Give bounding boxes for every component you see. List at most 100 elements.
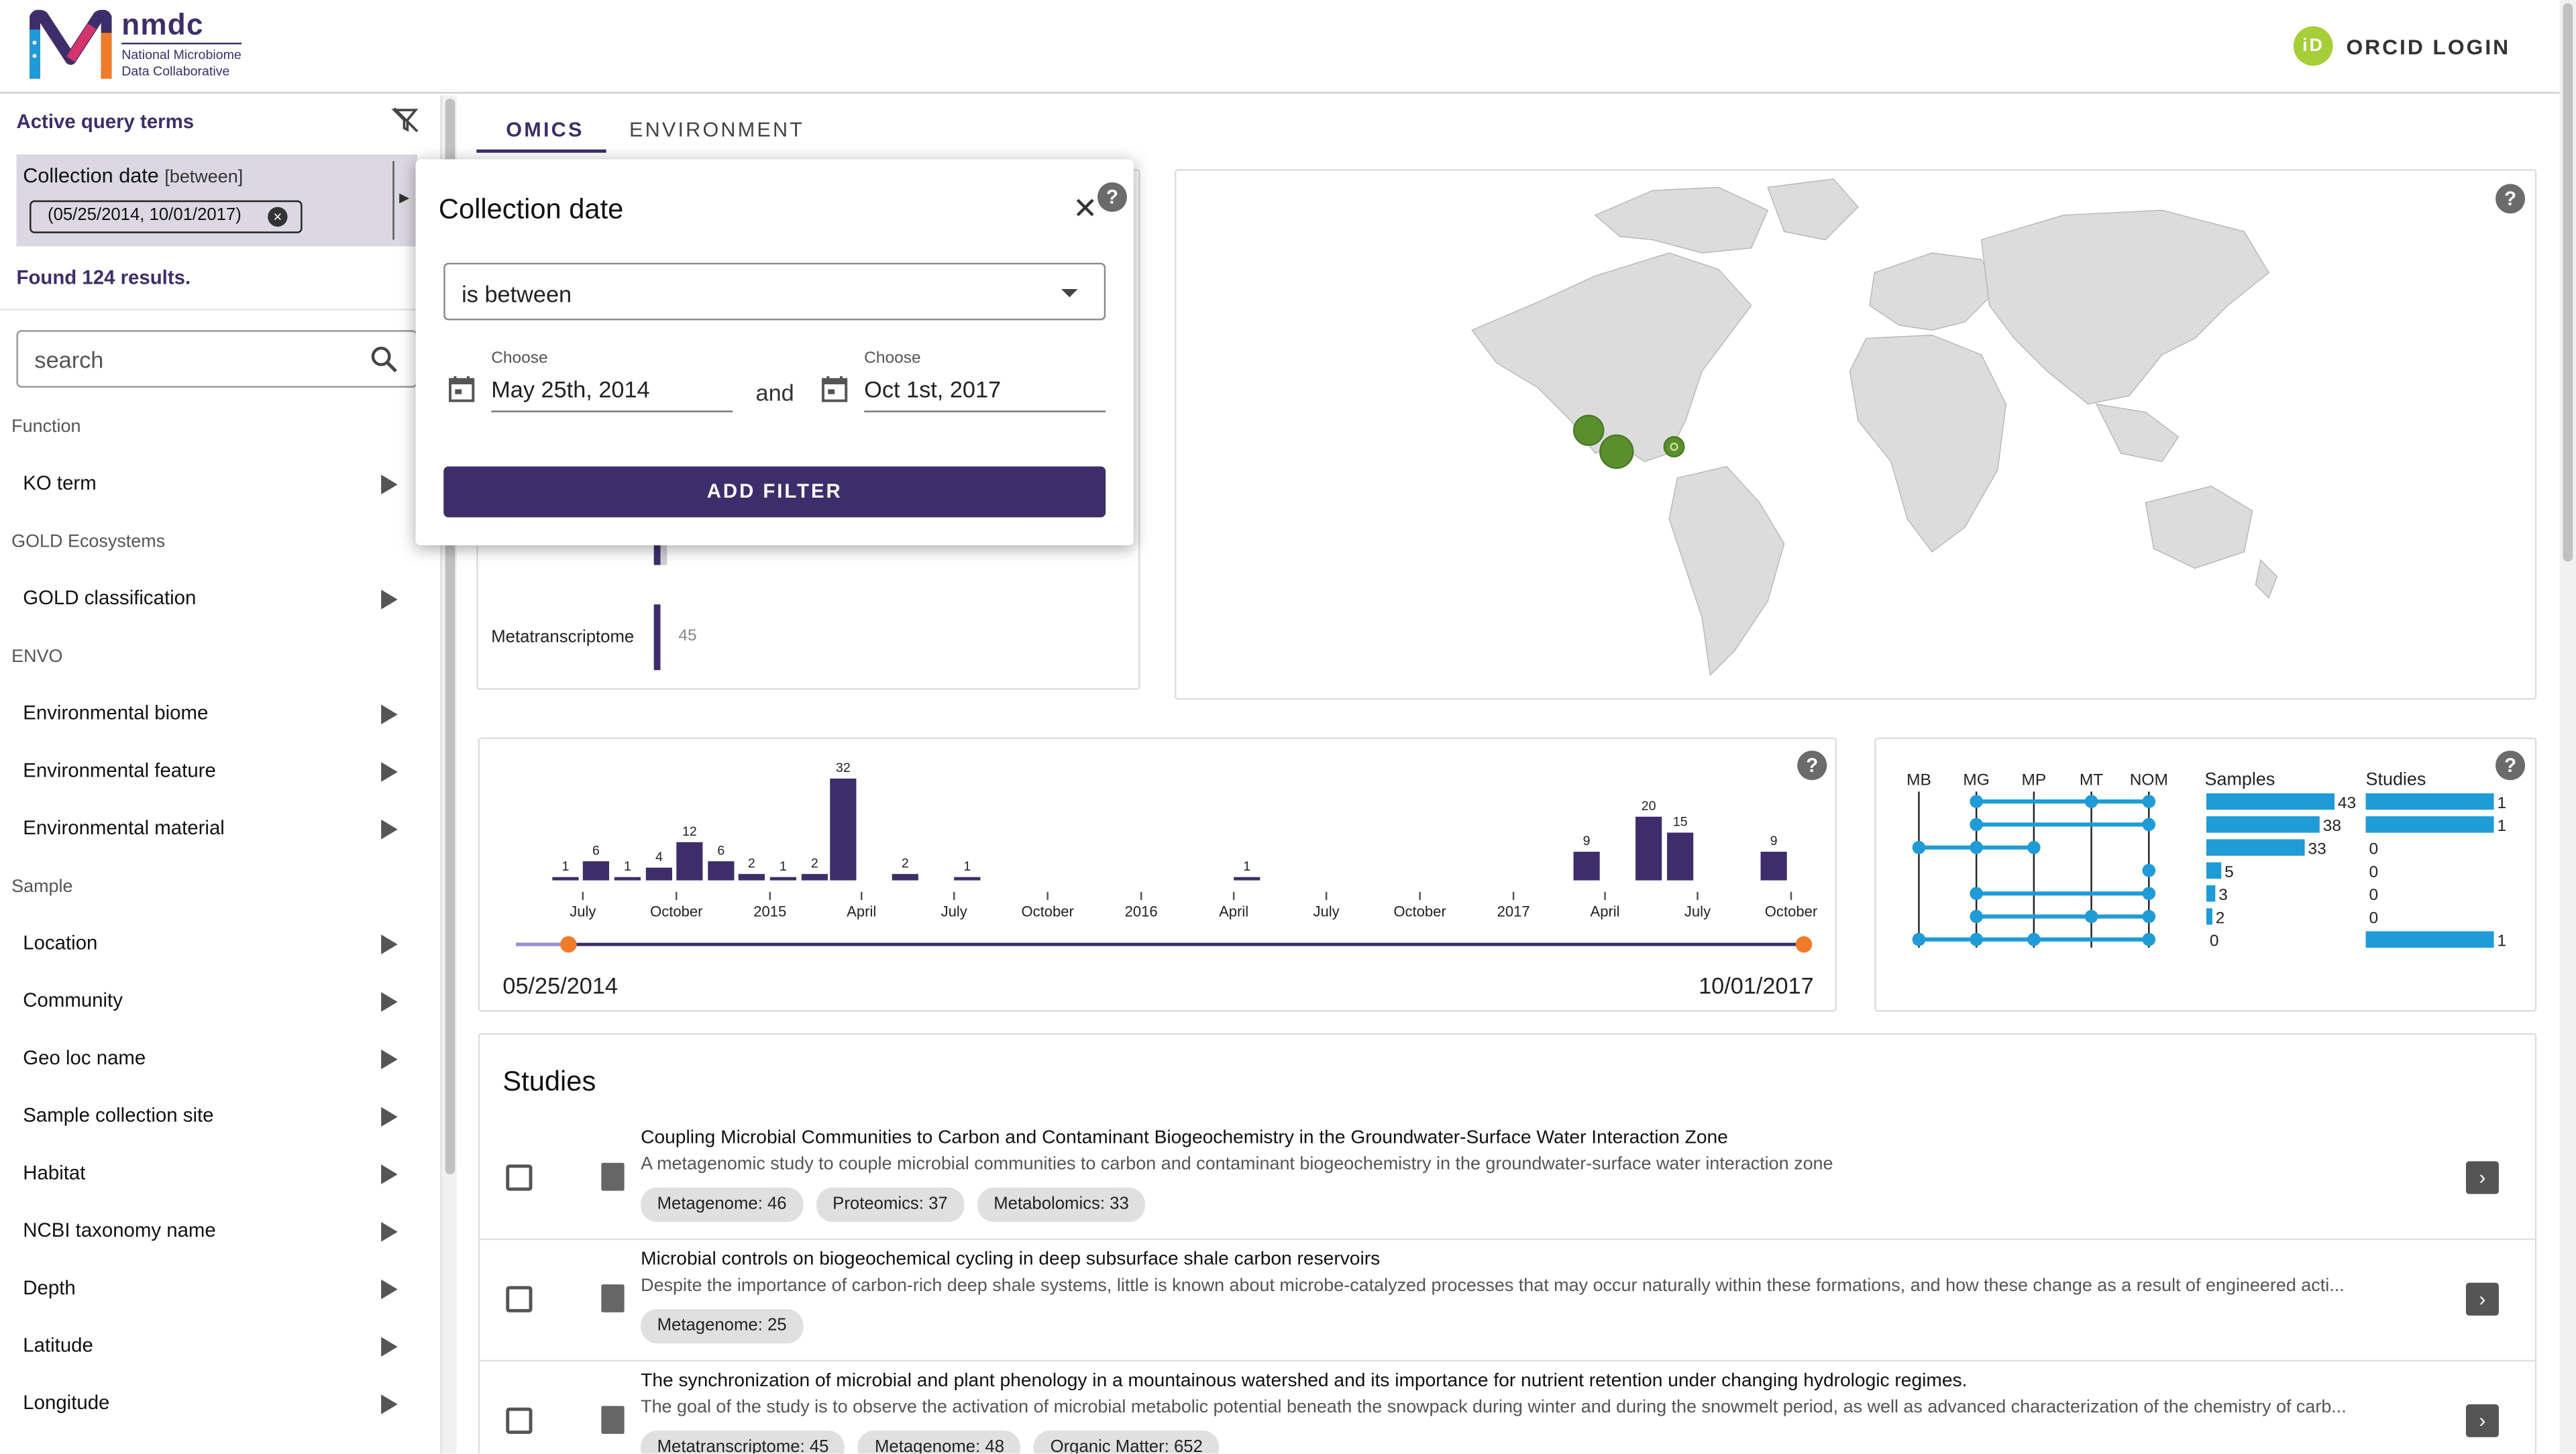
facet-item[interactable]: Longitude bbox=[23, 1391, 404, 1424]
expand-arrow-icon[interactable] bbox=[381, 992, 398, 1012]
clear-filters-icon[interactable] bbox=[391, 105, 421, 135]
expand-arrow-icon[interactable] bbox=[381, 1394, 398, 1414]
end-date-field[interactable]: Choose Oct 1st, 2017 bbox=[864, 347, 1106, 412]
timeline-bar[interactable] bbox=[1760, 851, 1787, 881]
start-date-field[interactable]: Choose May 25th, 2014 bbox=[491, 347, 733, 412]
facet-item[interactable]: NCBI taxonomy name bbox=[23, 1219, 404, 1251]
upset-dot[interactable] bbox=[2142, 933, 2156, 946]
facet-item[interactable]: Environmental biome bbox=[23, 702, 404, 734]
upset-sample-bar[interactable] bbox=[2206, 885, 2216, 902]
range-end-handle[interactable] bbox=[1795, 936, 1813, 953]
upset-dot[interactable] bbox=[2142, 818, 2156, 832]
upset-sample-bar[interactable] bbox=[2206, 839, 2305, 856]
facet-item[interactable]: Sample collection site bbox=[23, 1104, 404, 1137]
timeline-bar[interactable] bbox=[582, 861, 610, 881]
facet-item[interactable]: KO term bbox=[23, 471, 404, 504]
upset-dot[interactable] bbox=[2027, 933, 2041, 946]
upset-dot[interactable] bbox=[1970, 933, 1983, 946]
study-checkbox[interactable] bbox=[506, 1286, 533, 1312]
timeline-bar[interactable] bbox=[954, 877, 981, 881]
map-marker[interactable] bbox=[1663, 436, 1685, 458]
study-checkbox[interactable] bbox=[506, 1164, 533, 1191]
upset-sample-bar[interactable] bbox=[2206, 862, 2222, 879]
study-row[interactable]: Coupling Microbial Communities to Carbon… bbox=[480, 1119, 2537, 1240]
expand-arrow-icon[interactable] bbox=[381, 762, 398, 782]
study-omics-chip[interactable]: Proteomics: 37 bbox=[816, 1187, 965, 1223]
upset-dot[interactable] bbox=[2084, 909, 2098, 924]
timeline-bar[interactable] bbox=[738, 874, 765, 881]
query-term-card[interactable]: Collection date [between] (05/25/2014, 1… bbox=[16, 154, 418, 247]
study-omics-chip[interactable]: Metagenome: 48 bbox=[858, 1431, 1021, 1454]
query-value-chip[interactable]: (05/25/2014, 10/01/2017) × bbox=[30, 200, 303, 233]
orcid-login-button[interactable]: iD ORCID LOGIN bbox=[2294, 26, 2510, 66]
expand-arrow-icon[interactable] bbox=[381, 1279, 398, 1300]
operator-select[interactable]: is between bbox=[443, 262, 1106, 321]
calendar-icon[interactable] bbox=[447, 374, 476, 404]
facet-item[interactable]: Habitat bbox=[23, 1161, 404, 1194]
timeline-bar[interactable] bbox=[645, 867, 673, 881]
expand-arrow-icon[interactable] bbox=[381, 1164, 398, 1184]
timeline-bar[interactable] bbox=[892, 874, 918, 881]
facet-item[interactable]: Depth bbox=[23, 1276, 404, 1309]
map-marker[interactable] bbox=[1599, 434, 1634, 469]
upset-dot[interactable] bbox=[1970, 795, 1983, 808]
upset-help-icon[interactable]: ? bbox=[2496, 750, 2526, 781]
study-title[interactable]: Microbial controls on biogeochemical cyc… bbox=[641, 1249, 1381, 1270]
map-help-icon[interactable]: ? bbox=[2496, 184, 2526, 214]
timeline-bar[interactable] bbox=[801, 874, 828, 881]
upset-dot[interactable] bbox=[2142, 909, 2156, 924]
remove-chip-icon[interactable]: × bbox=[268, 207, 288, 227]
upset-dot[interactable] bbox=[1912, 933, 1926, 946]
upset-chart[interactable]: MB MG MP MT NOM Samples Studies 43 38 33 5 3 2 0 1 1 0 0 0… bbox=[1876, 739, 2538, 1013]
timeline-bar[interactable] bbox=[676, 842, 703, 881]
study-title[interactable]: Coupling Microbial Communities to Carbon… bbox=[641, 1128, 1728, 1148]
upset-study-bar[interactable] bbox=[2365, 931, 2494, 948]
upset-study-bar[interactable] bbox=[2365, 816, 2494, 833]
upset-dot[interactable] bbox=[2027, 840, 2041, 854]
study-omics-chip[interactable]: Metabolomics: 33 bbox=[977, 1187, 1146, 1223]
upset-dot[interactable] bbox=[2084, 795, 2098, 808]
tab-omics[interactable]: OMICS bbox=[506, 118, 584, 142]
upset-dot[interactable] bbox=[1970, 887, 1983, 901]
open-study-icon[interactable]: › bbox=[2465, 1404, 2499, 1437]
expand-arrow-icon[interactable] bbox=[381, 590, 398, 610]
calendar-icon[interactable] bbox=[820, 374, 849, 404]
expand-arrow-icon[interactable] bbox=[381, 934, 398, 954]
expand-arrow-icon[interactable] bbox=[381, 820, 398, 840]
open-study-icon[interactable]: › bbox=[2465, 1161, 2499, 1194]
search-input[interactable] bbox=[34, 346, 364, 373]
facet-item[interactable]: Location bbox=[23, 932, 404, 964]
timeline-bar[interactable] bbox=[552, 877, 579, 881]
study-checkbox[interactable] bbox=[506, 1407, 533, 1434]
expand-arrow-icon[interactable] bbox=[381, 1222, 398, 1242]
dialog-help-icon[interactable]: ? bbox=[1097, 182, 1128, 212]
search-icon[interactable] bbox=[370, 345, 399, 374]
facet-item[interactable]: GOLD classification bbox=[23, 586, 404, 619]
upset-study-bar[interactable] bbox=[2365, 793, 2494, 810]
facet-item[interactable]: Environmental material bbox=[23, 816, 404, 849]
page-scrollbar[interactable] bbox=[2559, 0, 2576, 1454]
study-row[interactable]: The synchronization of microbial and pla… bbox=[480, 1361, 2536, 1454]
upset-dot[interactable] bbox=[2142, 795, 2156, 808]
expand-arrow-icon[interactable] bbox=[381, 1107, 398, 1127]
timeline-bar[interactable] bbox=[1234, 877, 1260, 881]
facet-item[interactable]: Latitude bbox=[23, 1334, 404, 1367]
expand-arrow-icon[interactable] bbox=[381, 1049, 398, 1070]
timeline-bar[interactable] bbox=[769, 877, 796, 881]
open-study-icon[interactable]: › bbox=[2465, 1282, 2499, 1316]
timeline-bar[interactable] bbox=[1667, 832, 1694, 881]
expand-arrow-icon[interactable] bbox=[381, 1337, 398, 1357]
timeline-help-icon[interactable]: ? bbox=[1797, 750, 1827, 781]
study-omics-chip[interactable]: Metatranscriptome: 45 bbox=[641, 1431, 845, 1454]
map-panel[interactable]: ? bbox=[1175, 169, 2537, 700]
timeline-bar[interactable] bbox=[1635, 816, 1662, 881]
timeline-bar[interactable] bbox=[708, 861, 735, 881]
study-omics-chip[interactable]: Metagenome: 25 bbox=[641, 1308, 804, 1344]
range-start-handle[interactable] bbox=[560, 936, 577, 953]
world-map[interactable] bbox=[1439, 174, 2293, 697]
upset-dot[interactable] bbox=[1970, 909, 1983, 924]
tab-environment[interactable]: ENVIRONMENT bbox=[629, 118, 805, 142]
study-omics-chip[interactable]: Organic Matter: 652 bbox=[1034, 1431, 1220, 1454]
search-field[interactable] bbox=[16, 330, 418, 388]
